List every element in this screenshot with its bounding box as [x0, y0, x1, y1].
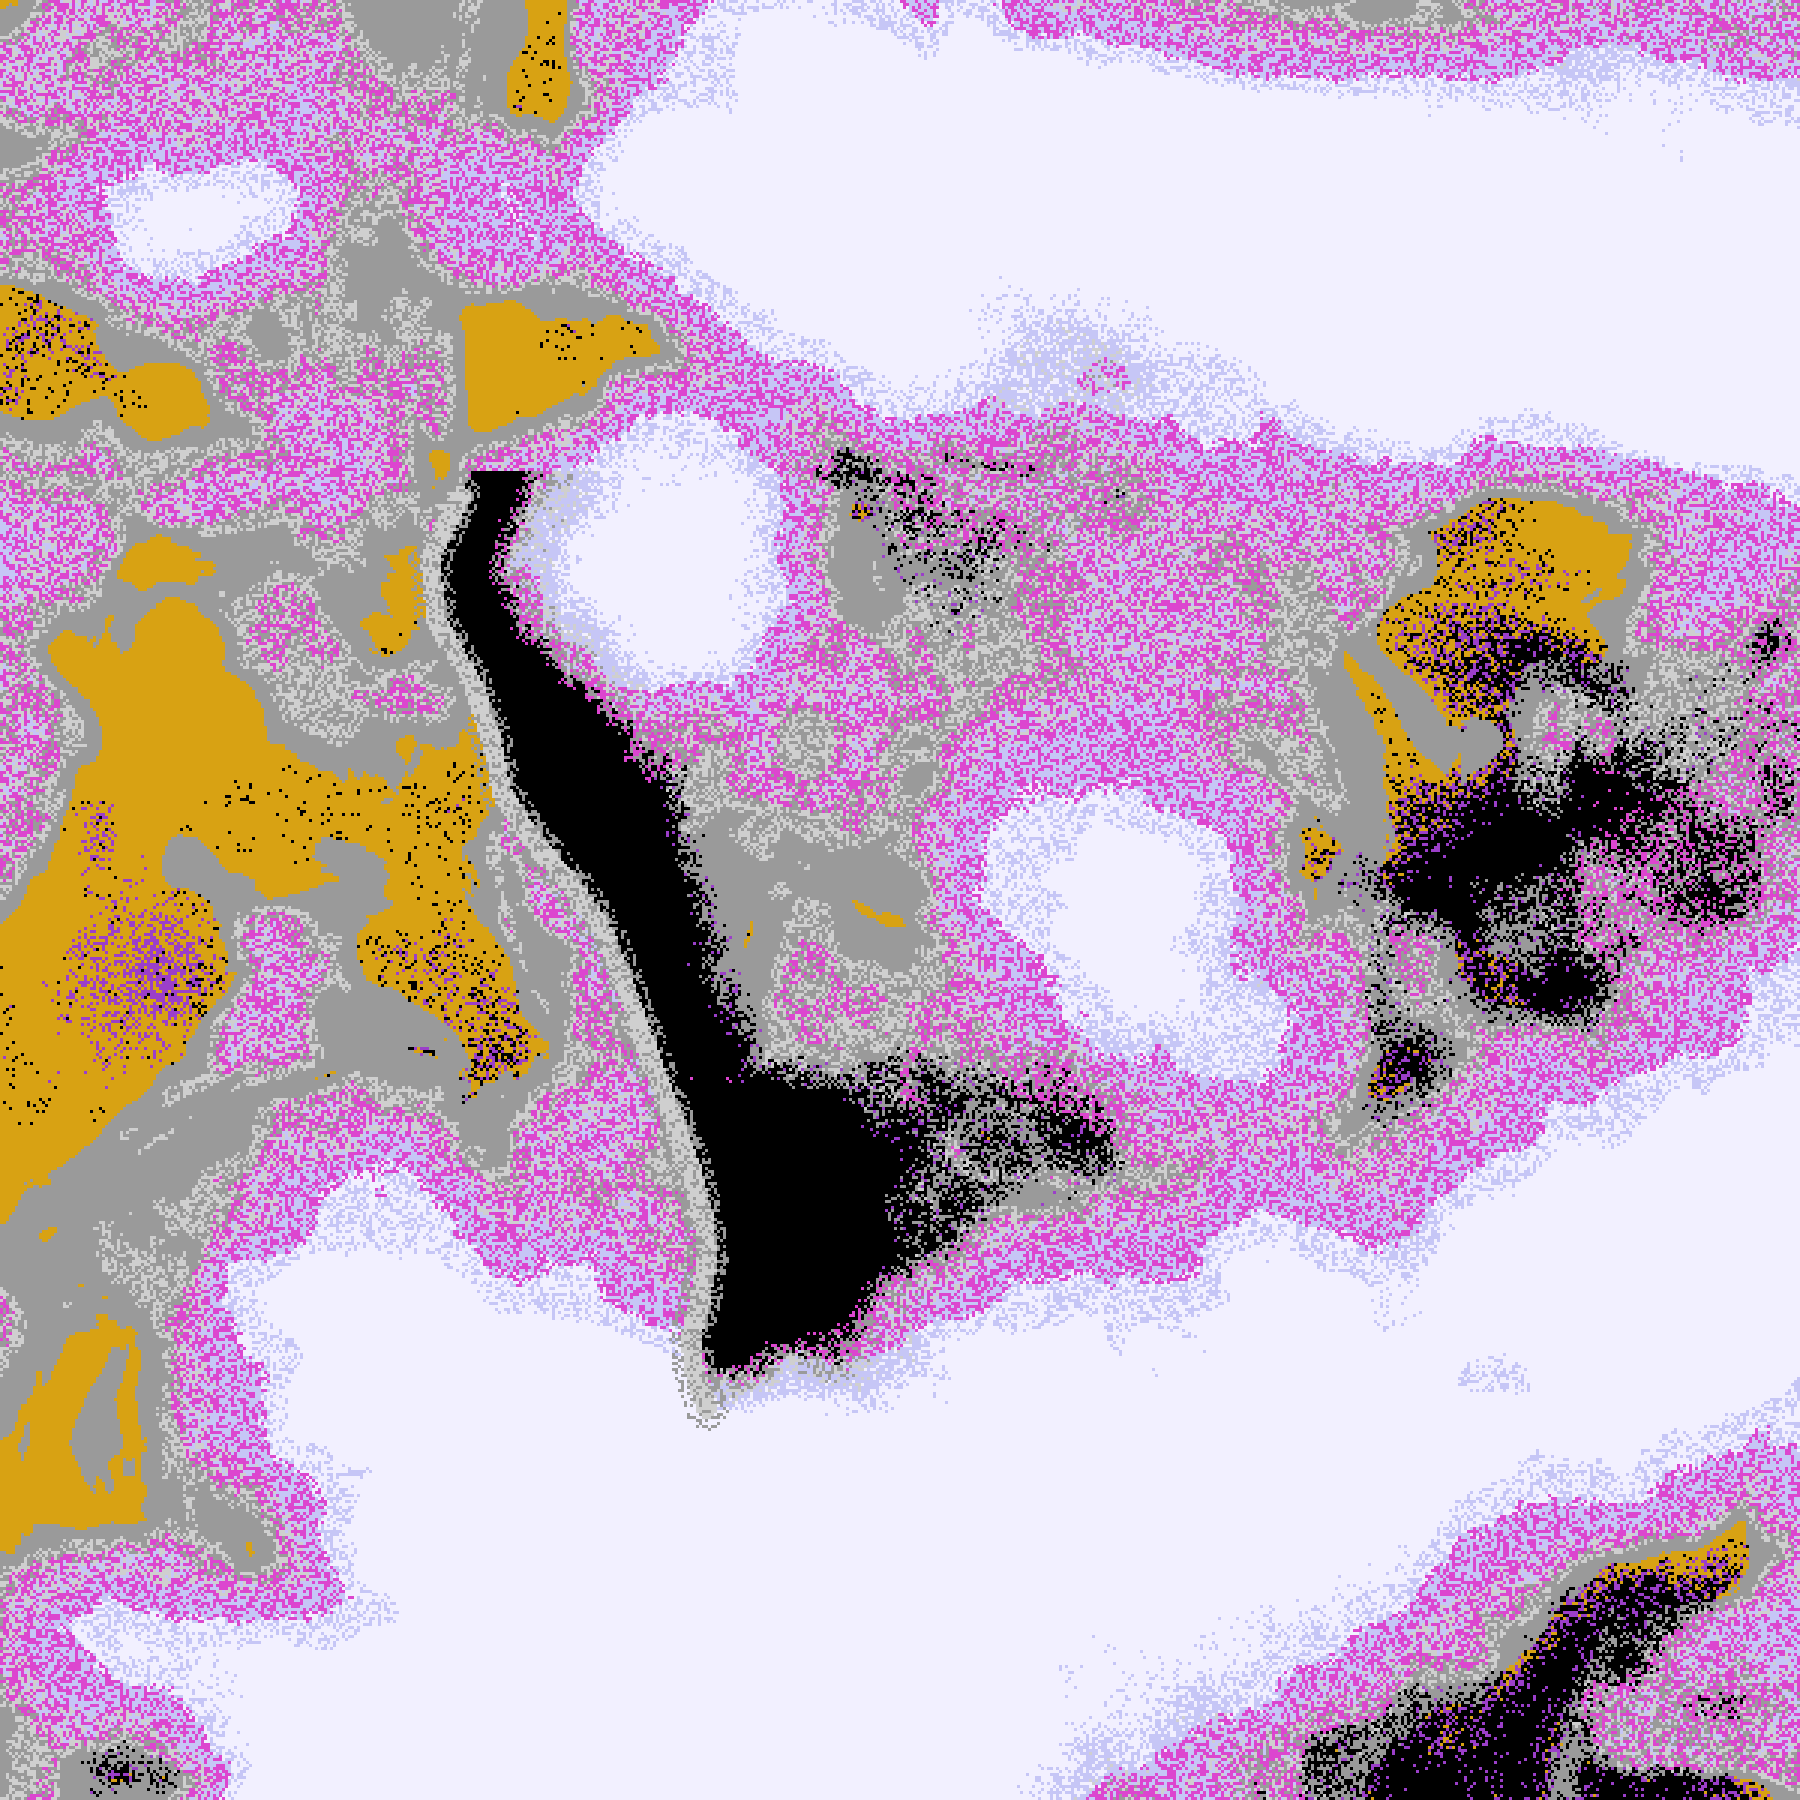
satellite-image	[0, 0, 1800, 1800]
image-viewport	[0, 0, 1800, 1800]
satellite-raster	[0, 0, 1800, 1800]
